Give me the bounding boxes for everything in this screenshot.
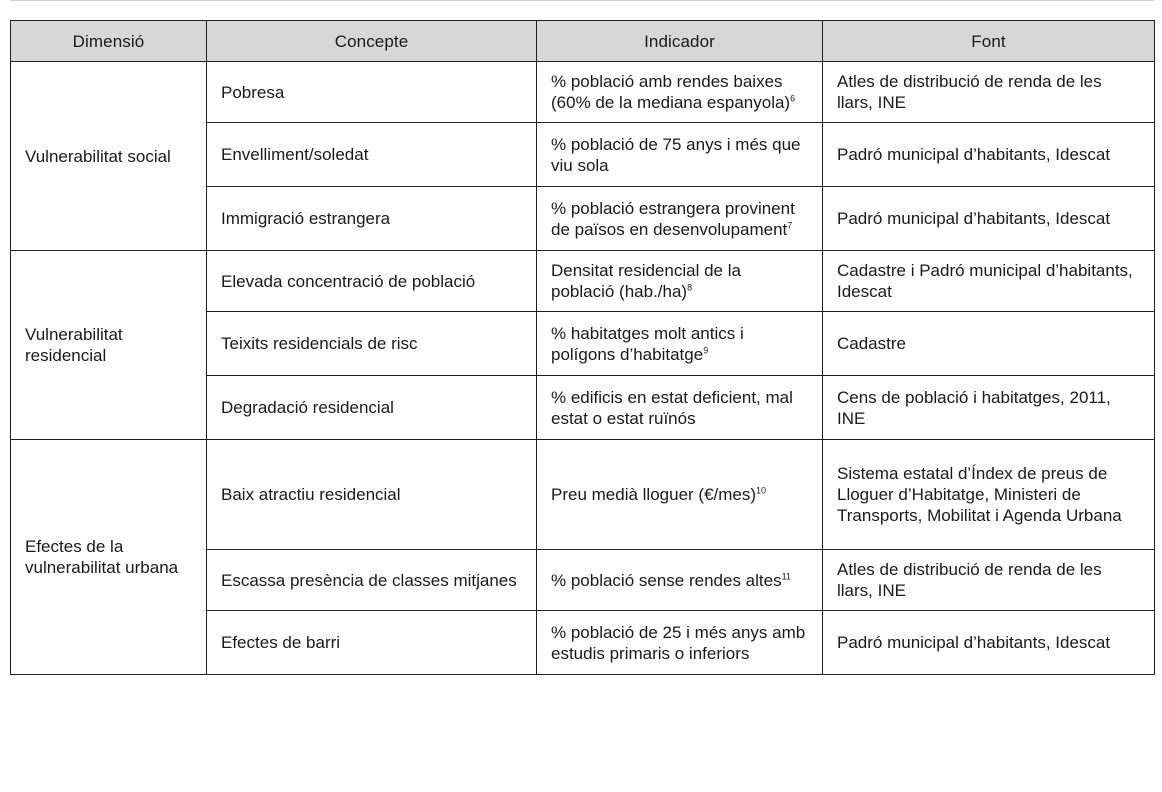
table-body: Vulnerabilitat social Pobresa % població… <box>10 61 1155 675</box>
footnote-marker: 7 <box>787 219 793 230</box>
indicator-text: % població de 75 anys i més que viu sola <box>551 134 801 175</box>
concept-cell: Immigració estrangera <box>206 186 537 251</box>
indicator-text: % edificis en estat deficient, mal estat… <box>551 387 793 428</box>
source-cell: Padró municipal d’habitants, Idescat <box>822 122 1155 187</box>
table-row: Vulnerabilitat residencial Elevada conce… <box>10 250 1155 440</box>
footnote-marker: 10 <box>756 485 767 496</box>
vulnerability-indicators-table: Dimensió Concepte Indicador Font Vulnera… <box>10 20 1155 675</box>
dimension-cell: Efectes de la vulnerabilitat urbana <box>10 439 207 675</box>
indicator-cell: % població estrangera provinent de païso… <box>536 186 823 251</box>
table-header: Dimensió Concepte Indicador Font <box>10 20 1155 62</box>
indicator-cell: % població amb rendes baixes (60% de la … <box>536 61 823 123</box>
source-cell: Atles de distribució de renda de les lla… <box>822 549 1155 611</box>
source-cell: Cadastre <box>822 311 1155 376</box>
header-font: Font <box>822 20 1155 62</box>
table-row: Efectes de la vulnerabilitat urbana Baix… <box>10 439 1155 675</box>
table-row: Envelliment/soledat % població de 75 any… <box>11 122 1155 187</box>
header-row: Dimensió Concepte Indicador Font <box>10 20 1155 62</box>
indicator-cell: % població de 25 i més anys amb estudis … <box>536 610 823 675</box>
indicator-text: % població amb rendes baixes (60% de la … <box>551 72 791 112</box>
indicator-text: Preu medià lloguer (€/mes) <box>551 485 757 504</box>
concept-cell: Escassa presència de classes mitjanes <box>206 549 537 611</box>
header-dimensio: Dimensió <box>10 20 207 62</box>
dimension-cell: Vulnerabilitat social <box>10 61 207 251</box>
footnote-marker: 11 <box>781 570 791 581</box>
indicator-text: Densitat residencial de la població (hab… <box>551 261 741 301</box>
indicator-cell: % població sense rendes altes11 <box>536 549 823 611</box>
table-row: Vulnerabilitat social Pobresa % població… <box>10 61 1155 251</box>
table-row: Degradació residencial % edificis en est… <box>11 375 1155 440</box>
table-row: Teixits residencials de risc % habitatge… <box>11 311 1155 376</box>
indicator-text: % població de 25 i més anys amb estudis … <box>551 622 806 663</box>
indicator-cell: Preu medià lloguer (€/mes)10 <box>536 439 823 550</box>
concept-cell: Elevada concentració de població <box>206 250 537 312</box>
table-row: Efectes de barri % població de 25 i més … <box>11 610 1155 675</box>
source-cell: Cadastre i Padró municipal d’habitants, … <box>822 250 1155 312</box>
source-cell: Cens de població i habitatges, 2011, INE <box>822 375 1155 440</box>
footnote-marker: 6 <box>790 93 796 104</box>
source-cell: Padró municipal d’habitants, Idescat <box>822 186 1155 251</box>
indicator-cell: Densitat residencial de la població (hab… <box>536 250 823 312</box>
concept-cell: Pobresa <box>206 61 537 123</box>
concept-cell: Efectes de barri <box>206 610 537 675</box>
table-row: Immigració estrangera % població estrang… <box>11 186 1155 251</box>
indicator-text: % habitatges molt antics i polígons d’ha… <box>551 323 744 364</box>
dimension-cell: Vulnerabilitat residencial <box>10 250 207 440</box>
indicator-cell: % edificis en estat deficient, mal estat… <box>536 375 823 440</box>
table-row: Escassa presència de classes mitjanes % … <box>11 549 1155 611</box>
source-cell: Atles de distribució de renda de les lla… <box>822 61 1155 123</box>
source-cell: Sistema estatal d’Índex de preus de Llog… <box>822 439 1155 550</box>
source-cell: Padró municipal d’habitants, Idescat <box>822 610 1155 675</box>
indicator-cell: % habitatges molt antics i polígons d’ha… <box>536 311 823 376</box>
header-concepte: Concepte <box>206 20 537 62</box>
concept-cell: Degradació residencial <box>206 375 537 440</box>
concept-cell: Baix atractiu residencial <box>206 439 537 550</box>
header-indicador: Indicador <box>536 20 823 62</box>
concept-cell: Teixits residencials de risc <box>206 311 537 376</box>
footnote-marker: 9 <box>703 344 709 355</box>
indicator-text: % població estrangera provinent de païso… <box>551 198 795 239</box>
concept-cell: Envelliment/soledat <box>206 122 537 187</box>
indicator-cell: % població de 75 anys i més que viu sola <box>536 122 823 187</box>
footnote-marker: 8 <box>687 282 693 293</box>
top-rule <box>10 0 1154 1</box>
indicator-text: % població sense rendes altes <box>551 570 782 590</box>
